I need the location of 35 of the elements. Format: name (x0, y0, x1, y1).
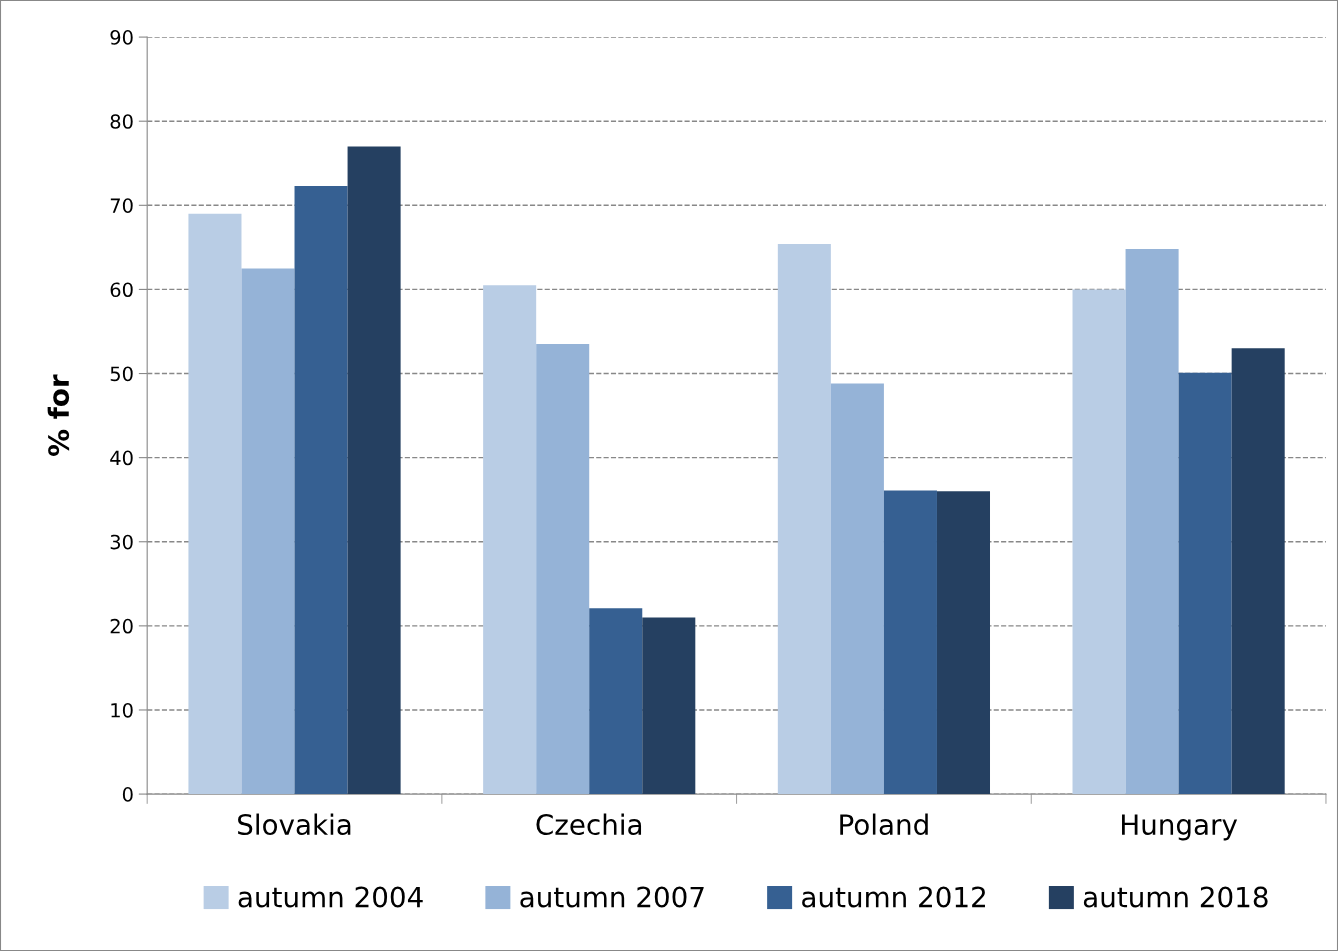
bar (536, 344, 590, 795)
y-tick-label: 0 (122, 787, 133, 802)
bar (883, 490, 937, 795)
bar (1125, 249, 1179, 795)
bar (642, 617, 696, 795)
legend-label: autumn 2018 (1083, 886, 1268, 908)
bar (936, 491, 991, 795)
bar (589, 608, 643, 795)
y-tick-label: 10 (111, 702, 133, 718)
x-tick-label: Czechia (536, 813, 642, 836)
y-tick-label: 90 (110, 30, 133, 45)
bar (241, 268, 295, 795)
x-tick-label: Hungary (1122, 814, 1238, 841)
bar (1072, 289, 1126, 795)
legend-label: autumn 2004 (238, 886, 423, 908)
legend-label: autumn 2007 (520, 886, 704, 908)
x-tick-label: Poland (840, 813, 928, 836)
y-axis-title: % for (47, 374, 70, 456)
y-tick-label: 30 (110, 534, 133, 550)
legend-label: autumn 2012 (802, 886, 985, 908)
y-tick-label: 20 (110, 618, 133, 634)
bar (347, 146, 401, 795)
bar (1178, 372, 1232, 795)
y-tick-label: 40 (110, 450, 133, 466)
bar (483, 285, 537, 795)
x-tick-label: Slovakia (238, 813, 351, 836)
bar (188, 213, 242, 795)
bar (830, 383, 884, 795)
bar (294, 185, 348, 795)
y-tick-label: 50 (110, 366, 133, 382)
y-tick-label: 70 (110, 198, 133, 213)
y-tick-label: 80 (110, 114, 133, 129)
bar (1231, 348, 1285, 795)
y-tick-label: 60 (110, 282, 133, 298)
bar (777, 244, 831, 795)
